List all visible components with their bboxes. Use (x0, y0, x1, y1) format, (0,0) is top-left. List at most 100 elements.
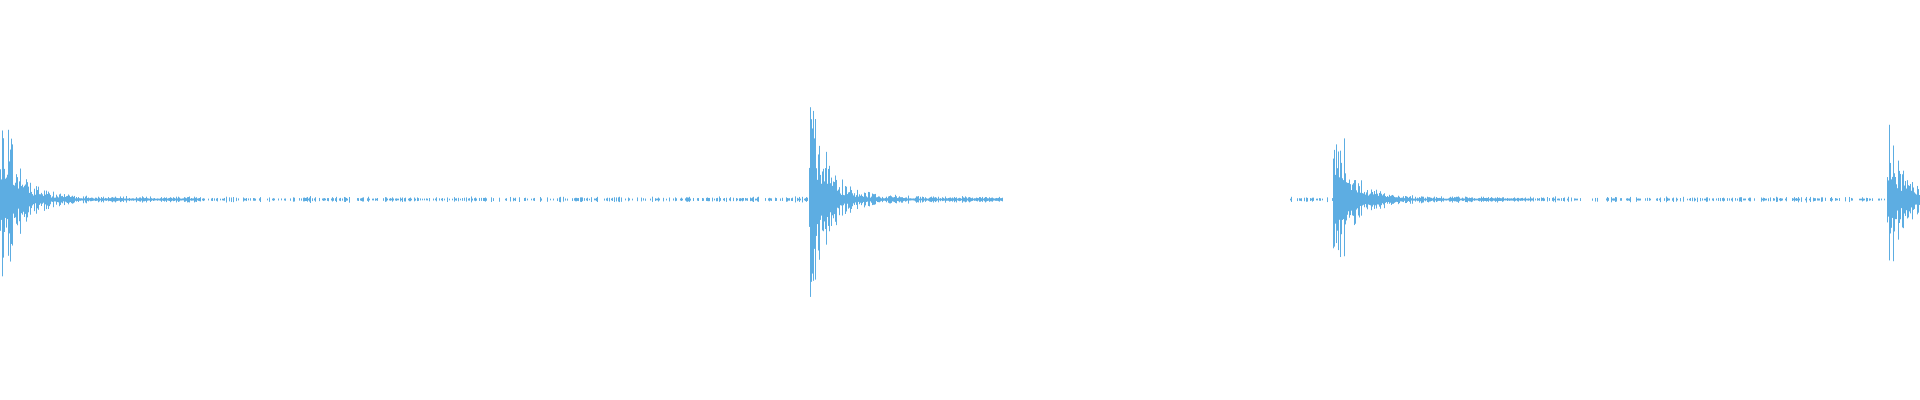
waveform-sample-bar (332, 197, 333, 202)
waveform-sample-bar (134, 198, 135, 201)
waveform-sample-bar (422, 198, 423, 201)
waveform-sample-bar (1531, 198, 1532, 201)
waveform-sample-bar (1638, 198, 1639, 201)
waveform-sample-bar (742, 197, 743, 202)
waveform-sample-bar (974, 198, 975, 201)
waveform-sample-bar (71, 196, 72, 204)
waveform-sample-bar (886, 196, 887, 203)
waveform-sample-bar (758, 196, 759, 202)
waveform-sample-bar (1477, 198, 1478, 201)
waveform-sample-bar (733, 197, 734, 202)
waveform-sample-bar (1342, 178, 1343, 220)
waveform-sample-bar (698, 198, 699, 201)
waveform-sample-bar (61, 196, 62, 203)
waveform-sample-bar (1369, 194, 1370, 205)
waveform-sample-bar (347, 198, 348, 201)
waveform-sample-bar (486, 198, 487, 201)
waveform-sample-bar (900, 197, 901, 202)
waveform-sample-bar (582, 197, 583, 202)
waveform-sample-bar (299, 198, 300, 201)
waveform-sample-bar (789, 198, 790, 201)
waveform-sample-bar (1436, 197, 1437, 202)
waveform-sample-bar (575, 197, 576, 202)
waveform-sample-bar (943, 197, 944, 201)
waveform-sample-bar (958, 198, 959, 201)
waveform-sample-bar (853, 195, 854, 204)
waveform-sample-bar (1580, 198, 1581, 202)
waveform-sample-bar (170, 197, 171, 203)
waveform-sample-bar (541, 198, 542, 201)
waveform-sample-bar (1460, 198, 1461, 201)
waveform-sample-bar (912, 198, 913, 201)
waveform-sample-bar (1000, 198, 1001, 201)
waveform-sample-bar (1514, 197, 1515, 202)
waveform-sample-bar (1762, 198, 1763, 201)
waveform-sample-bar (243, 197, 244, 202)
waveform-sample-bar (146, 196, 147, 203)
waveform-sample-bar (439, 198, 440, 201)
waveform-sample-bar (1451, 197, 1452, 202)
waveform-sample-bar (216, 198, 217, 201)
waveform-sample-bar (1910, 183, 1911, 214)
waveform-sample-bar (650, 198, 651, 201)
waveform-sample-bar (1543, 197, 1544, 202)
waveform-sample-bar (309, 197, 310, 202)
waveform-sample-bar (1442, 198, 1443, 201)
waveform-sample-bar (1918, 189, 1919, 213)
waveform-sample-bar (1575, 198, 1576, 201)
waveform-sample-bar (1515, 198, 1516, 201)
waveform-sample-bar (1494, 198, 1495, 201)
waveform-sample-bar (1690, 198, 1691, 201)
waveform-sample-bar (719, 196, 720, 202)
waveform-sample-bar (547, 197, 548, 202)
waveform-sample-bar (383, 198, 384, 201)
waveform-sample-bar (1447, 198, 1448, 201)
waveform-sample-bar (1817, 198, 1818, 201)
waveform-sample-bar (707, 197, 708, 202)
waveform-sample-bar (1485, 197, 1486, 201)
waveform-sample-bar (1503, 197, 1504, 202)
waveform-sample-bar (619, 196, 620, 203)
waveform-sample-bar (140, 197, 141, 202)
waveform-sample-bar (98, 196, 99, 203)
waveform-sample-bar (587, 197, 588, 202)
waveform-sample-bar (840, 193, 841, 206)
waveform-sample-bar (175, 198, 176, 201)
waveform-sample-bar (1797, 198, 1798, 201)
waveform-sample-bar (741, 198, 742, 201)
waveform-sample-bar (22, 184, 23, 215)
waveform-sample-bar (1547, 197, 1548, 202)
waveform-sample-bar (196, 197, 197, 202)
waveform-sample-bar (810, 107, 811, 297)
waveform-sample-bar (755, 198, 756, 201)
waveform-sample-bar (577, 198, 578, 201)
waveform-sample-bar (687, 197, 688, 202)
waveform-sample-bar (1538, 198, 1539, 201)
waveform-sample-bar (1461, 198, 1462, 201)
waveform-sample-bar (892, 197, 893, 202)
waveform-sample-bar (137, 198, 138, 201)
waveform-sample-bar (31, 191, 32, 209)
waveform-sample-bar (47, 194, 48, 206)
waveform-sample-bar (1577, 198, 1578, 201)
waveform-sample-bar (1359, 186, 1360, 218)
waveform-sample-bar (1446, 198, 1447, 201)
waveform-sample-bar (929, 197, 930, 202)
waveform-sample-bar (921, 198, 922, 201)
waveform-sample-bar (939, 198, 940, 201)
waveform-sample-bar (1340, 150, 1341, 258)
waveform-sample-bar (1402, 197, 1403, 202)
waveform-sample-bar (1454, 197, 1455, 202)
waveform-sample-bar (1476, 198, 1477, 201)
waveform-sample-bar (436, 197, 437, 202)
waveform-sample-bar (267, 198, 268, 201)
waveform-sample-bar (114, 197, 115, 202)
waveform-sample-bar (820, 174, 821, 220)
waveform-sample-bar (1392, 194, 1393, 204)
waveform-sample-bar (236, 197, 237, 202)
waveform-sample-bar (50, 194, 51, 205)
waveform-sample-bar (1881, 198, 1882, 201)
waveform-sample-bar (1475, 198, 1476, 201)
waveform-sample-bar (73, 196, 74, 204)
